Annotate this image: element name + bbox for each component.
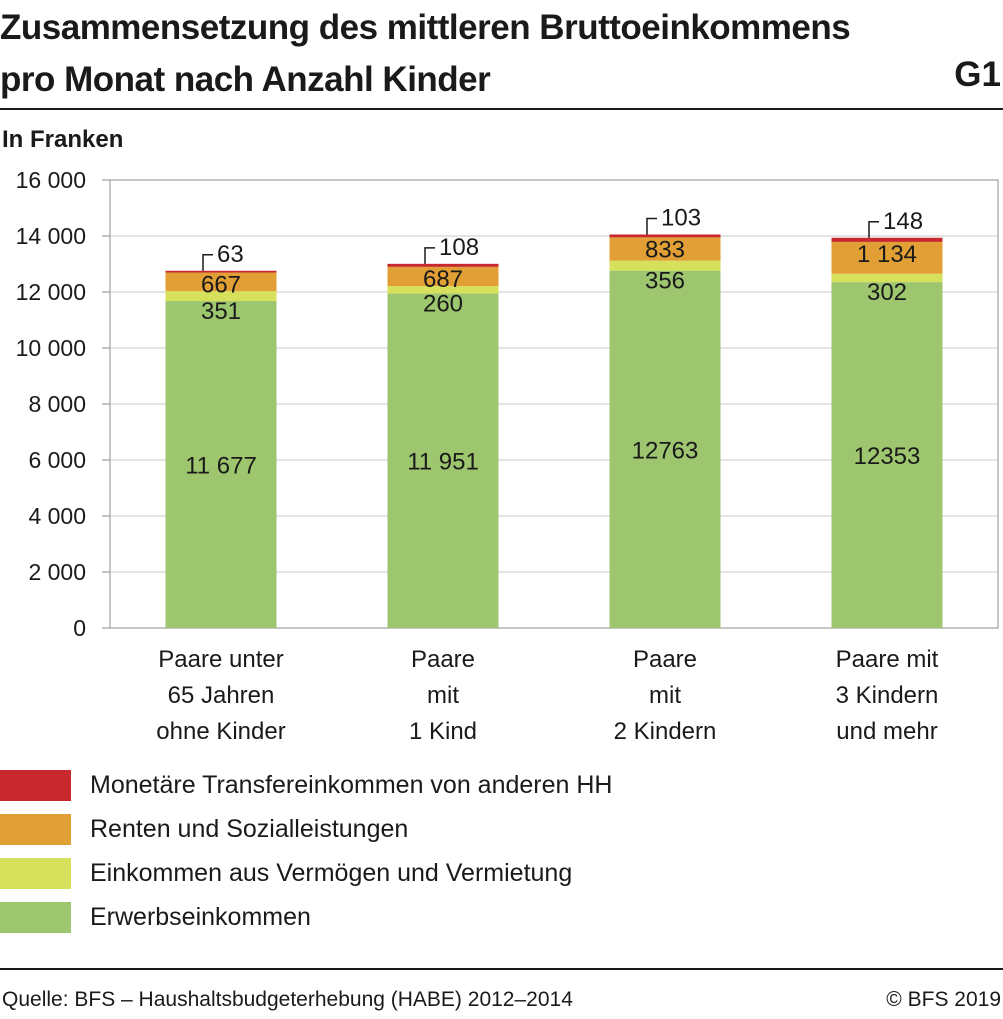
x-tick-label: ohne Kinder <box>156 718 285 745</box>
x-tick-label: 1 Kind <box>409 718 477 745</box>
x-tick-label: 2 Kindern <box>614 718 717 745</box>
x-tick-label: Paare mit <box>836 646 939 673</box>
x-tick-label: und mehr <box>836 718 937 745</box>
y-tick-label: 8 000 <box>28 391 86 417</box>
data-label: 356 <box>645 268 685 295</box>
x-tick-label: Paare <box>411 646 475 673</box>
x-tick-label: mit <box>427 682 459 709</box>
bar-segment <box>387 263 499 267</box>
unit-label: In Franken <box>2 126 124 153</box>
data-label: 63 <box>217 241 244 268</box>
legend-swatch <box>0 814 71 845</box>
chart-id: G1 <box>954 55 1001 94</box>
bar-segment <box>165 291 277 302</box>
y-tick-label: 14 000 <box>16 223 86 249</box>
y-tick-label: 10 000 <box>16 335 86 361</box>
bar-segment <box>165 272 277 292</box>
leader-line <box>202 254 213 271</box>
legend-label: Monetäre Transfereinkommen von anderen H… <box>90 771 613 799</box>
x-tick-label: Paare unter <box>158 646 283 673</box>
data-label: 148 <box>883 208 923 235</box>
data-label: 11 951 <box>407 449 479 476</box>
legend-label: Einkommen aus Vermögen und Vermietung <box>90 859 573 887</box>
footer-rule <box>0 968 1003 970</box>
x-tick-label: mit <box>649 682 681 709</box>
legend-swatch <box>0 770 71 801</box>
bar-segment <box>609 237 721 261</box>
data-label: 1 134 <box>857 241 917 268</box>
bar-segment <box>831 282 943 628</box>
data-label: 351 <box>201 298 241 325</box>
legend-label: Erwerbseinkommen <box>90 903 311 931</box>
data-label: 302 <box>867 279 907 306</box>
bar-segment <box>831 241 943 274</box>
bar-segment <box>387 286 499 294</box>
x-tick-label: 65 Jahren <box>168 682 275 709</box>
y-tick-label: 16 000 <box>16 167 86 193</box>
data-label: 687 <box>423 266 463 293</box>
data-label: 108 <box>439 234 479 261</box>
data-label: 833 <box>645 236 685 263</box>
title-line-1: Zusammensetzung des mittleren Bruttoeink… <box>0 8 851 47</box>
leader-line <box>646 217 657 235</box>
chart-title: Zusammensetzung des mittleren Bruttoeink… <box>0 2 940 106</box>
data-label: 12763 <box>632 437 699 464</box>
y-tick-label: 6 000 <box>28 447 86 473</box>
bar-segment <box>609 260 721 271</box>
bar-segment <box>609 270 721 628</box>
data-label: 103 <box>661 204 701 231</box>
legend-swatch <box>0 858 71 889</box>
x-tick-label: 3 Kindern <box>836 682 939 709</box>
y-tick-label: 4 000 <box>28 503 86 529</box>
y-tick-label: 0 <box>73 615 86 641</box>
title-line-2: pro Monat nach Anzahl Kinder <box>0 60 491 99</box>
bar-segment <box>165 270 277 273</box>
y-tick-label: 12 000 <box>16 279 86 305</box>
copyright-note: © BFS 2019 <box>886 988 1001 1011</box>
header-rule <box>0 108 1003 110</box>
bar-segment <box>387 266 499 287</box>
bar-segment <box>831 273 943 283</box>
source-note: Quelle: BFS – Haushaltsbudgeterhebung (H… <box>2 988 573 1011</box>
legend-swatch <box>0 902 71 933</box>
data-label: 260 <box>423 290 463 317</box>
bar-segment <box>165 301 277 628</box>
stacked-bar-chart: 0 2 000 4 000 6 000 8 000 10 000 12 000 14 000 1… <box>16 167 999 745</box>
leader-line <box>868 221 879 238</box>
data-label: 11 677 <box>185 453 257 480</box>
legend-label: Renten und Sozialleistungen <box>90 815 409 843</box>
leader-line <box>424 247 435 264</box>
x-tick-label: Paare <box>633 646 697 673</box>
y-tick-label: 2 000 <box>28 559 86 585</box>
data-label: 12353 <box>854 443 921 470</box>
data-label: 667 <box>201 272 241 299</box>
bar-segment <box>831 237 943 242</box>
bar-segment <box>387 293 499 628</box>
bar-segment <box>609 234 721 238</box>
